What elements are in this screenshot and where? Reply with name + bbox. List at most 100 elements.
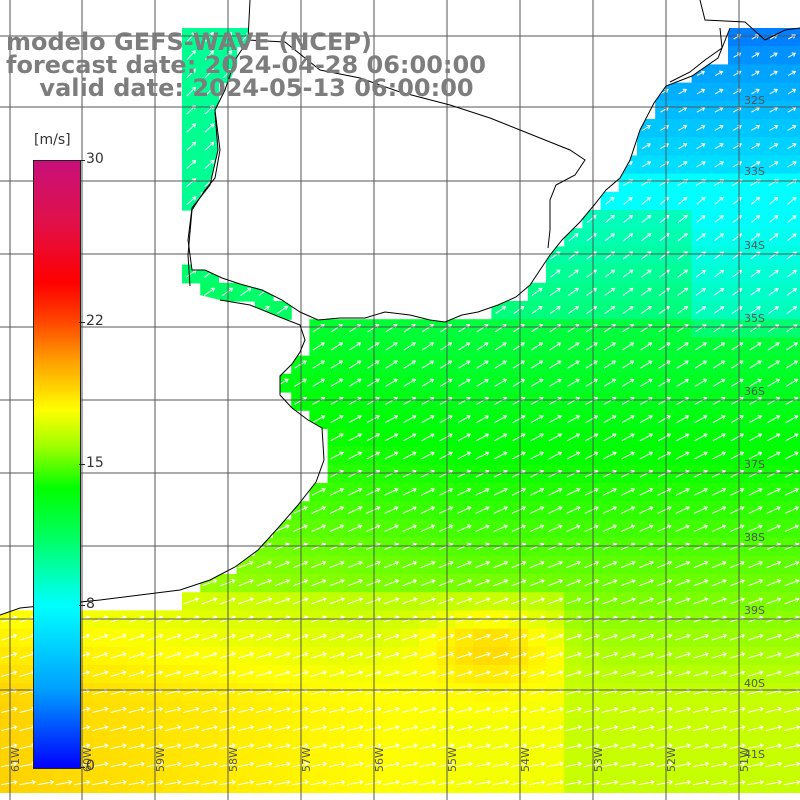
wind-arrow <box>475 487 490 496</box>
wind-arrow <box>492 743 510 750</box>
wind-arrow <box>476 415 490 424</box>
wind-arrow <box>421 415 435 424</box>
wind-arrow <box>456 743 473 750</box>
wind-arrow <box>766 451 781 460</box>
wind-arrow <box>639 451 654 460</box>
wind-arrow <box>237 670 255 677</box>
wind-arrow <box>529 560 545 569</box>
coastline <box>0 0 800 616</box>
wind-arrow <box>656 670 673 677</box>
wind-arrow <box>547 560 563 569</box>
wind-arrow <box>419 706 437 713</box>
wind-arrow <box>439 433 453 442</box>
wind-arrow <box>583 743 601 750</box>
wind-arrow <box>1 652 18 659</box>
wind-arrow <box>365 725 382 732</box>
wind-arrow <box>165 633 182 641</box>
wind-arrow <box>712 360 726 369</box>
wind-arrow <box>421 342 435 351</box>
wind-arrow <box>548 433 563 442</box>
wind-arrow <box>676 342 689 351</box>
wind-arrow <box>601 779 619 786</box>
wind-arrow <box>692 725 710 732</box>
wind-arrow <box>659 287 671 296</box>
latitude-label: 34S <box>744 239 765 252</box>
wind-arrow <box>693 524 709 532</box>
wind-arrow <box>329 506 345 514</box>
wind-arrow <box>784 560 800 569</box>
wind-arrow <box>566 433 581 442</box>
wind-arrow <box>110 725 127 732</box>
wind-arrow <box>729 706 746 713</box>
wind-arrow <box>787 70 797 77</box>
wind-arrow <box>383 725 400 732</box>
wind-arrow <box>383 706 400 713</box>
wind-arrow <box>769 88 779 95</box>
wind-arrow <box>639 487 654 496</box>
wind-arrow <box>620 706 637 713</box>
wind-arrow <box>92 706 109 713</box>
wind-arrow <box>274 633 291 641</box>
wind-arrow <box>729 597 746 605</box>
wind-arrow <box>92 743 109 750</box>
wind-arrow <box>675 579 691 587</box>
wind-arrow <box>474 779 492 786</box>
wind-arrow <box>713 306 725 314</box>
wind-arrow <box>530 506 545 514</box>
wind-arrow <box>256 633 273 641</box>
wind-arrow <box>256 706 273 713</box>
longitude-label: 57W <box>300 747 313 772</box>
wind-arrow <box>750 196 761 205</box>
wind-arrow <box>274 652 291 659</box>
wind-arrow <box>693 506 709 514</box>
wind-arrow <box>292 579 309 587</box>
wind-arrow <box>659 233 670 242</box>
wind-arrow <box>786 269 797 278</box>
wind-arrow <box>346 779 364 786</box>
wind-arrow <box>347 597 364 605</box>
wind-arrow <box>458 342 471 351</box>
wind-arrow <box>476 360 489 369</box>
latitude-label: 38S <box>744 531 765 544</box>
longitude-label: 58W <box>227 747 240 772</box>
wind-arrow <box>712 378 726 387</box>
wind-arrow <box>547 761 564 768</box>
wind-arrow <box>348 487 363 496</box>
wind-arrow <box>603 433 617 442</box>
wind-arrow <box>694 378 708 387</box>
wind-arrow <box>586 233 597 242</box>
wind-arrow <box>784 506 800 514</box>
wind-arrow <box>37 779 55 786</box>
wind-arrow <box>621 487 636 496</box>
wind-arrow <box>512 378 526 387</box>
wind-arrow <box>276 306 289 315</box>
wind-arrow <box>713 288 725 296</box>
wind-arrow <box>438 725 455 732</box>
wind-arrow <box>529 633 546 641</box>
wind-arrow <box>328 670 346 677</box>
wind-arrow <box>384 579 400 587</box>
wind-arrow <box>365 652 382 659</box>
wind-arrow <box>128 779 146 786</box>
wind-arrow <box>328 633 346 641</box>
wind-arrow <box>421 378 435 387</box>
wind-arrow <box>769 143 779 150</box>
wind-arrow <box>567 306 580 314</box>
wind-arrow <box>1 779 18 786</box>
wind-arrow <box>747 652 764 659</box>
wind-arrow <box>421 433 435 442</box>
wind-arrow <box>312 360 326 369</box>
wind-arrow <box>693 652 710 659</box>
wind-arrow <box>420 597 437 605</box>
wind-arrow <box>419 743 437 750</box>
wind-arrow <box>733 70 742 77</box>
wind-arrow <box>438 633 455 641</box>
wind-arrow <box>419 761 437 768</box>
wind-arrow <box>439 378 453 387</box>
wind-arrow <box>512 451 526 460</box>
wind-arrow <box>420 560 436 569</box>
wind-arrow <box>311 579 327 587</box>
wind-arrow <box>769 125 779 131</box>
wind-arrow <box>549 269 561 278</box>
wind-arrow <box>530 451 545 460</box>
